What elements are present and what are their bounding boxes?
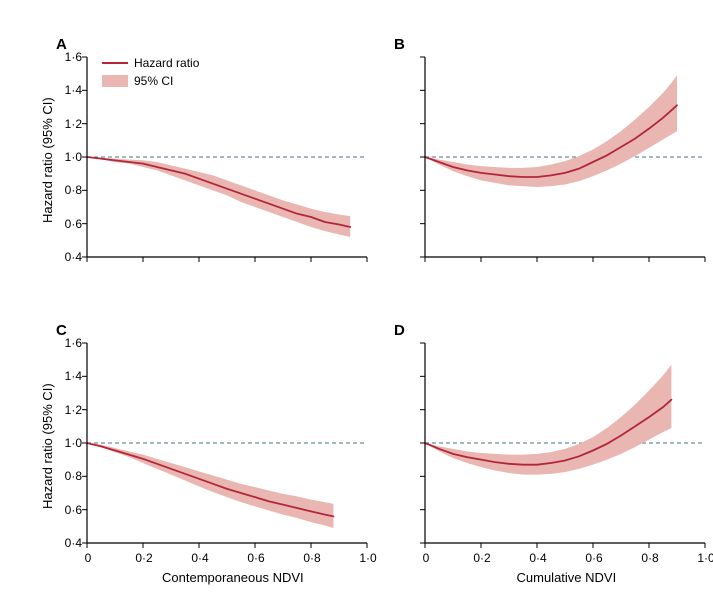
y-tick-label: 1·4 <box>54 369 82 383</box>
y-tick-label: 0·6 <box>54 217 82 231</box>
x-tick-label: 0·4 <box>523 551 553 565</box>
panel-b <box>426 58 706 258</box>
x-tick-label: 0·4 <box>185 551 215 565</box>
legend: Hazard ratio 95% CI <box>102 54 199 90</box>
y-tick-label: 0·8 <box>54 469 82 483</box>
x-tick-label: 1·0 <box>353 551 383 565</box>
y-tick-label: 1·0 <box>54 436 82 450</box>
y-tick-label: 0·4 <box>54 536 82 550</box>
panel-d <box>426 344 706 544</box>
y-tick-label: 1·4 <box>54 83 82 97</box>
y-tick-label: 1·6 <box>54 336 82 350</box>
y-tick-label: 0·8 <box>54 183 82 197</box>
legend-row-hr: Hazard ratio <box>102 54 199 72</box>
x-tick-label: 0·6 <box>579 551 609 565</box>
y-axis-label: Hazard ratio (95% CI) <box>40 383 55 509</box>
y-tick-label: 1·2 <box>54 117 82 131</box>
panel-c <box>88 344 368 544</box>
x-tick-label: 0 <box>73 551 103 565</box>
x-tick-label: 0·2 <box>467 551 497 565</box>
legend-line-icon <box>102 62 128 64</box>
x-tick-label: 0 <box>411 551 441 565</box>
legend-row-ci: 95% CI <box>102 72 199 90</box>
y-axis-label: Hazard ratio (95% CI) <box>40 97 55 223</box>
x-tick-label: 0·8 <box>297 551 327 565</box>
x-tick-label: 0·8 <box>635 551 665 565</box>
y-tick-label: 1·2 <box>54 403 82 417</box>
y-tick-label: 0·4 <box>54 250 82 264</box>
x-tick-label: 0·6 <box>241 551 271 565</box>
panel-label: B <box>394 36 405 53</box>
y-tick-label: 1·6 <box>54 50 82 64</box>
legend-box-icon <box>102 75 128 87</box>
y-tick-label: 0·6 <box>54 503 82 517</box>
x-tick-label: 1·0 <box>691 551 713 565</box>
figure-root: A0·40·60·81·01·21·41·6Hazard ratio (95% … <box>0 0 713 594</box>
legend-ci-label: 95% CI <box>134 74 173 88</box>
y-tick-label: 1·0 <box>54 150 82 164</box>
x-axis-label: Cumulative NDVI <box>517 570 617 585</box>
x-tick-label: 0·2 <box>129 551 159 565</box>
legend-hr-label: Hazard ratio <box>134 56 199 70</box>
panel-label: D <box>394 322 405 339</box>
x-axis-label: Contemporaneous NDVI <box>162 570 304 585</box>
